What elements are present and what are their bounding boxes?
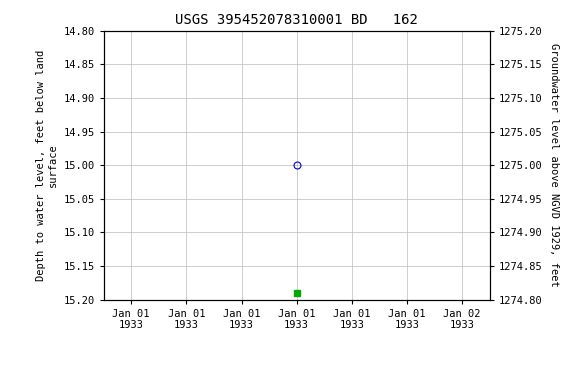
Y-axis label: Depth to water level, feet below land
surface: Depth to water level, feet below land su…	[36, 50, 58, 281]
Y-axis label: Groundwater level above NGVD 1929, feet: Groundwater level above NGVD 1929, feet	[549, 43, 559, 287]
Title: USGS 395452078310001 BD   162: USGS 395452078310001 BD 162	[175, 13, 418, 27]
